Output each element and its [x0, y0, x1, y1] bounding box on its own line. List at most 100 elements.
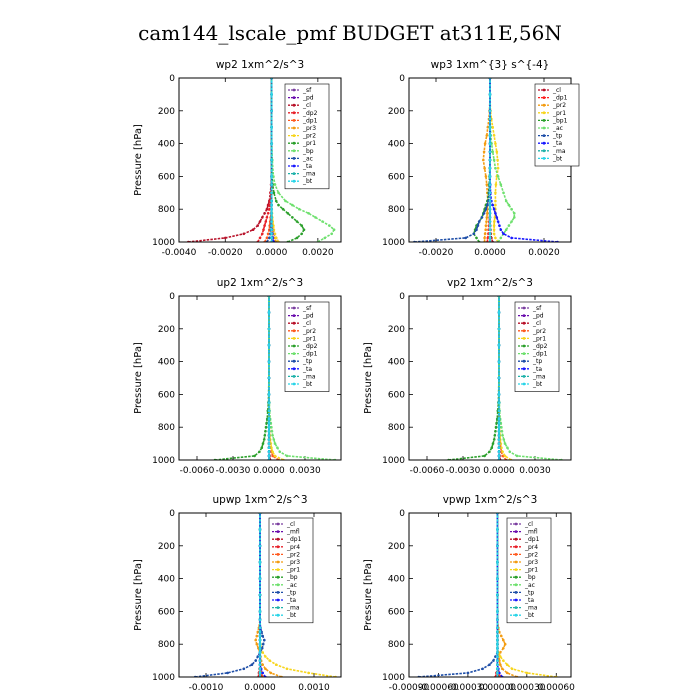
data-point-bt — [496, 655, 499, 658]
data-point-bt — [270, 228, 273, 231]
legend-marker — [292, 352, 296, 355]
legend-label: _pr1 — [552, 110, 566, 117]
data-point-bt — [258, 560, 262, 564]
legend-marker — [542, 126, 546, 130]
data-point-bt — [488, 150, 492, 154]
data-point-pr3 — [502, 647, 505, 650]
data-point-tp — [263, 638, 266, 642]
data-point-pr3 — [255, 634, 259, 638]
data-point-ac — [499, 183, 503, 186]
data-point-pr3 — [264, 667, 267, 671]
data-point-tp — [254, 659, 257, 662]
y-tick-label: 200 — [388, 542, 405, 552]
data-point-bt — [496, 634, 499, 638]
legend-label: _bp — [286, 574, 298, 581]
legend-marker — [522, 375, 526, 378]
data-point-pr1 — [492, 228, 496, 231]
legend-label: _bt — [552, 155, 563, 162]
legend-label: _pr2 — [532, 328, 546, 335]
legend-marker — [292, 157, 296, 160]
data-point-pr3 — [499, 651, 502, 654]
data-point-bt — [267, 343, 271, 347]
data-point-dp1 — [271, 434, 274, 437]
y-axis-label: Pressure [hPa] — [133, 342, 144, 414]
legend-label: _dp2 — [532, 343, 548, 350]
data-point-pr1 — [492, 134, 496, 137]
data-point-bt — [488, 212, 492, 215]
data-point-bt — [270, 216, 273, 219]
data-point-ta — [498, 671, 501, 675]
data-point-bt — [267, 311, 271, 314]
data-point-bt — [270, 158, 273, 162]
data-point-bt — [488, 166, 492, 170]
panel-title: wp2 1xm^2/s^3 — [216, 59, 304, 71]
data-point-pr1 — [274, 663, 278, 666]
data-point-pr2 — [482, 150, 486, 154]
data-point-bt — [497, 425, 501, 429]
x-tick-label: 0.0000 — [256, 248, 288, 258]
series-group — [213, 296, 337, 460]
data-point-bt — [270, 175, 273, 178]
series-line-dp1 — [498, 296, 562, 460]
legend-marker — [276, 530, 280, 533]
data-point-bp — [284, 199, 287, 203]
legend-label: _dp1 — [302, 351, 318, 358]
y-tick-label: 200 — [388, 325, 405, 335]
y-tick-label: 400 — [158, 140, 175, 150]
data-point-pr1 — [496, 166, 500, 170]
data-point-bt — [496, 610, 499, 613]
data-point-tp — [492, 659, 495, 662]
data-point-pr2 — [501, 454, 504, 458]
data-point-pr1 — [499, 442, 503, 445]
data-point-bp — [298, 207, 301, 211]
data-point-bt — [270, 142, 273, 145]
legend-marker — [292, 164, 296, 168]
data-point-dp1 — [486, 236, 490, 240]
panel-title: vp2 1xm^2/s^3 — [447, 277, 533, 289]
legend-label: _cl — [532, 320, 541, 327]
data-point-bt — [267, 434, 271, 437]
legend-marker — [276, 583, 280, 587]
data-point-ta — [495, 216, 499, 219]
y-tick-label: 800 — [158, 423, 175, 433]
legend-marker — [514, 613, 518, 617]
legend-marker — [292, 141, 296, 145]
data-point-pr1 — [496, 158, 499, 162]
legend-marker — [514, 568, 518, 571]
data-point-pr1 — [525, 671, 529, 675]
data-point-bt — [258, 618, 262, 621]
data-point-pr1 — [300, 232, 304, 236]
legend-label: _ta — [524, 597, 534, 604]
x-tick-label: 0.00000 — [479, 683, 516, 693]
data-point-bt — [496, 671, 499, 675]
legend: _cl_dp1_pr2_pr1_bp1_ac_tp_ta_ma_bt — [534, 83, 580, 167]
data-point-dp1 — [285, 454, 289, 458]
legend-marker — [522, 337, 526, 340]
data-point-bt — [497, 409, 501, 413]
data-point-bt — [488, 199, 492, 203]
data-point-bt — [267, 360, 271, 363]
data-point-pr2 — [485, 216, 489, 219]
legend-box — [506, 517, 552, 624]
data-point-dp2 — [264, 430, 267, 433]
data-point-cl — [265, 207, 269, 211]
legend-marker — [514, 553, 518, 556]
data-point-bt — [496, 626, 499, 630]
plot-frame — [178, 512, 342, 678]
data-point-pr3 — [499, 663, 502, 666]
data-point-bt — [258, 647, 262, 650]
data-point-dp1 — [270, 430, 274, 433]
data-point-bt — [488, 203, 492, 207]
data-point-pr1 — [500, 446, 503, 450]
legend-label: _ac — [552, 125, 563, 132]
series-line-dp2 — [257, 78, 273, 242]
data-point-bt — [496, 560, 499, 564]
legend-marker — [514, 537, 518, 541]
data-point-ac — [513, 216, 516, 219]
data-point-pr1 — [494, 142, 497, 145]
series-group — [447, 296, 563, 460]
legend-label: _pr1 — [286, 567, 300, 574]
y-tick-label: 0 — [399, 292, 405, 302]
legend-marker — [514, 606, 518, 609]
data-point-cl — [263, 212, 266, 215]
